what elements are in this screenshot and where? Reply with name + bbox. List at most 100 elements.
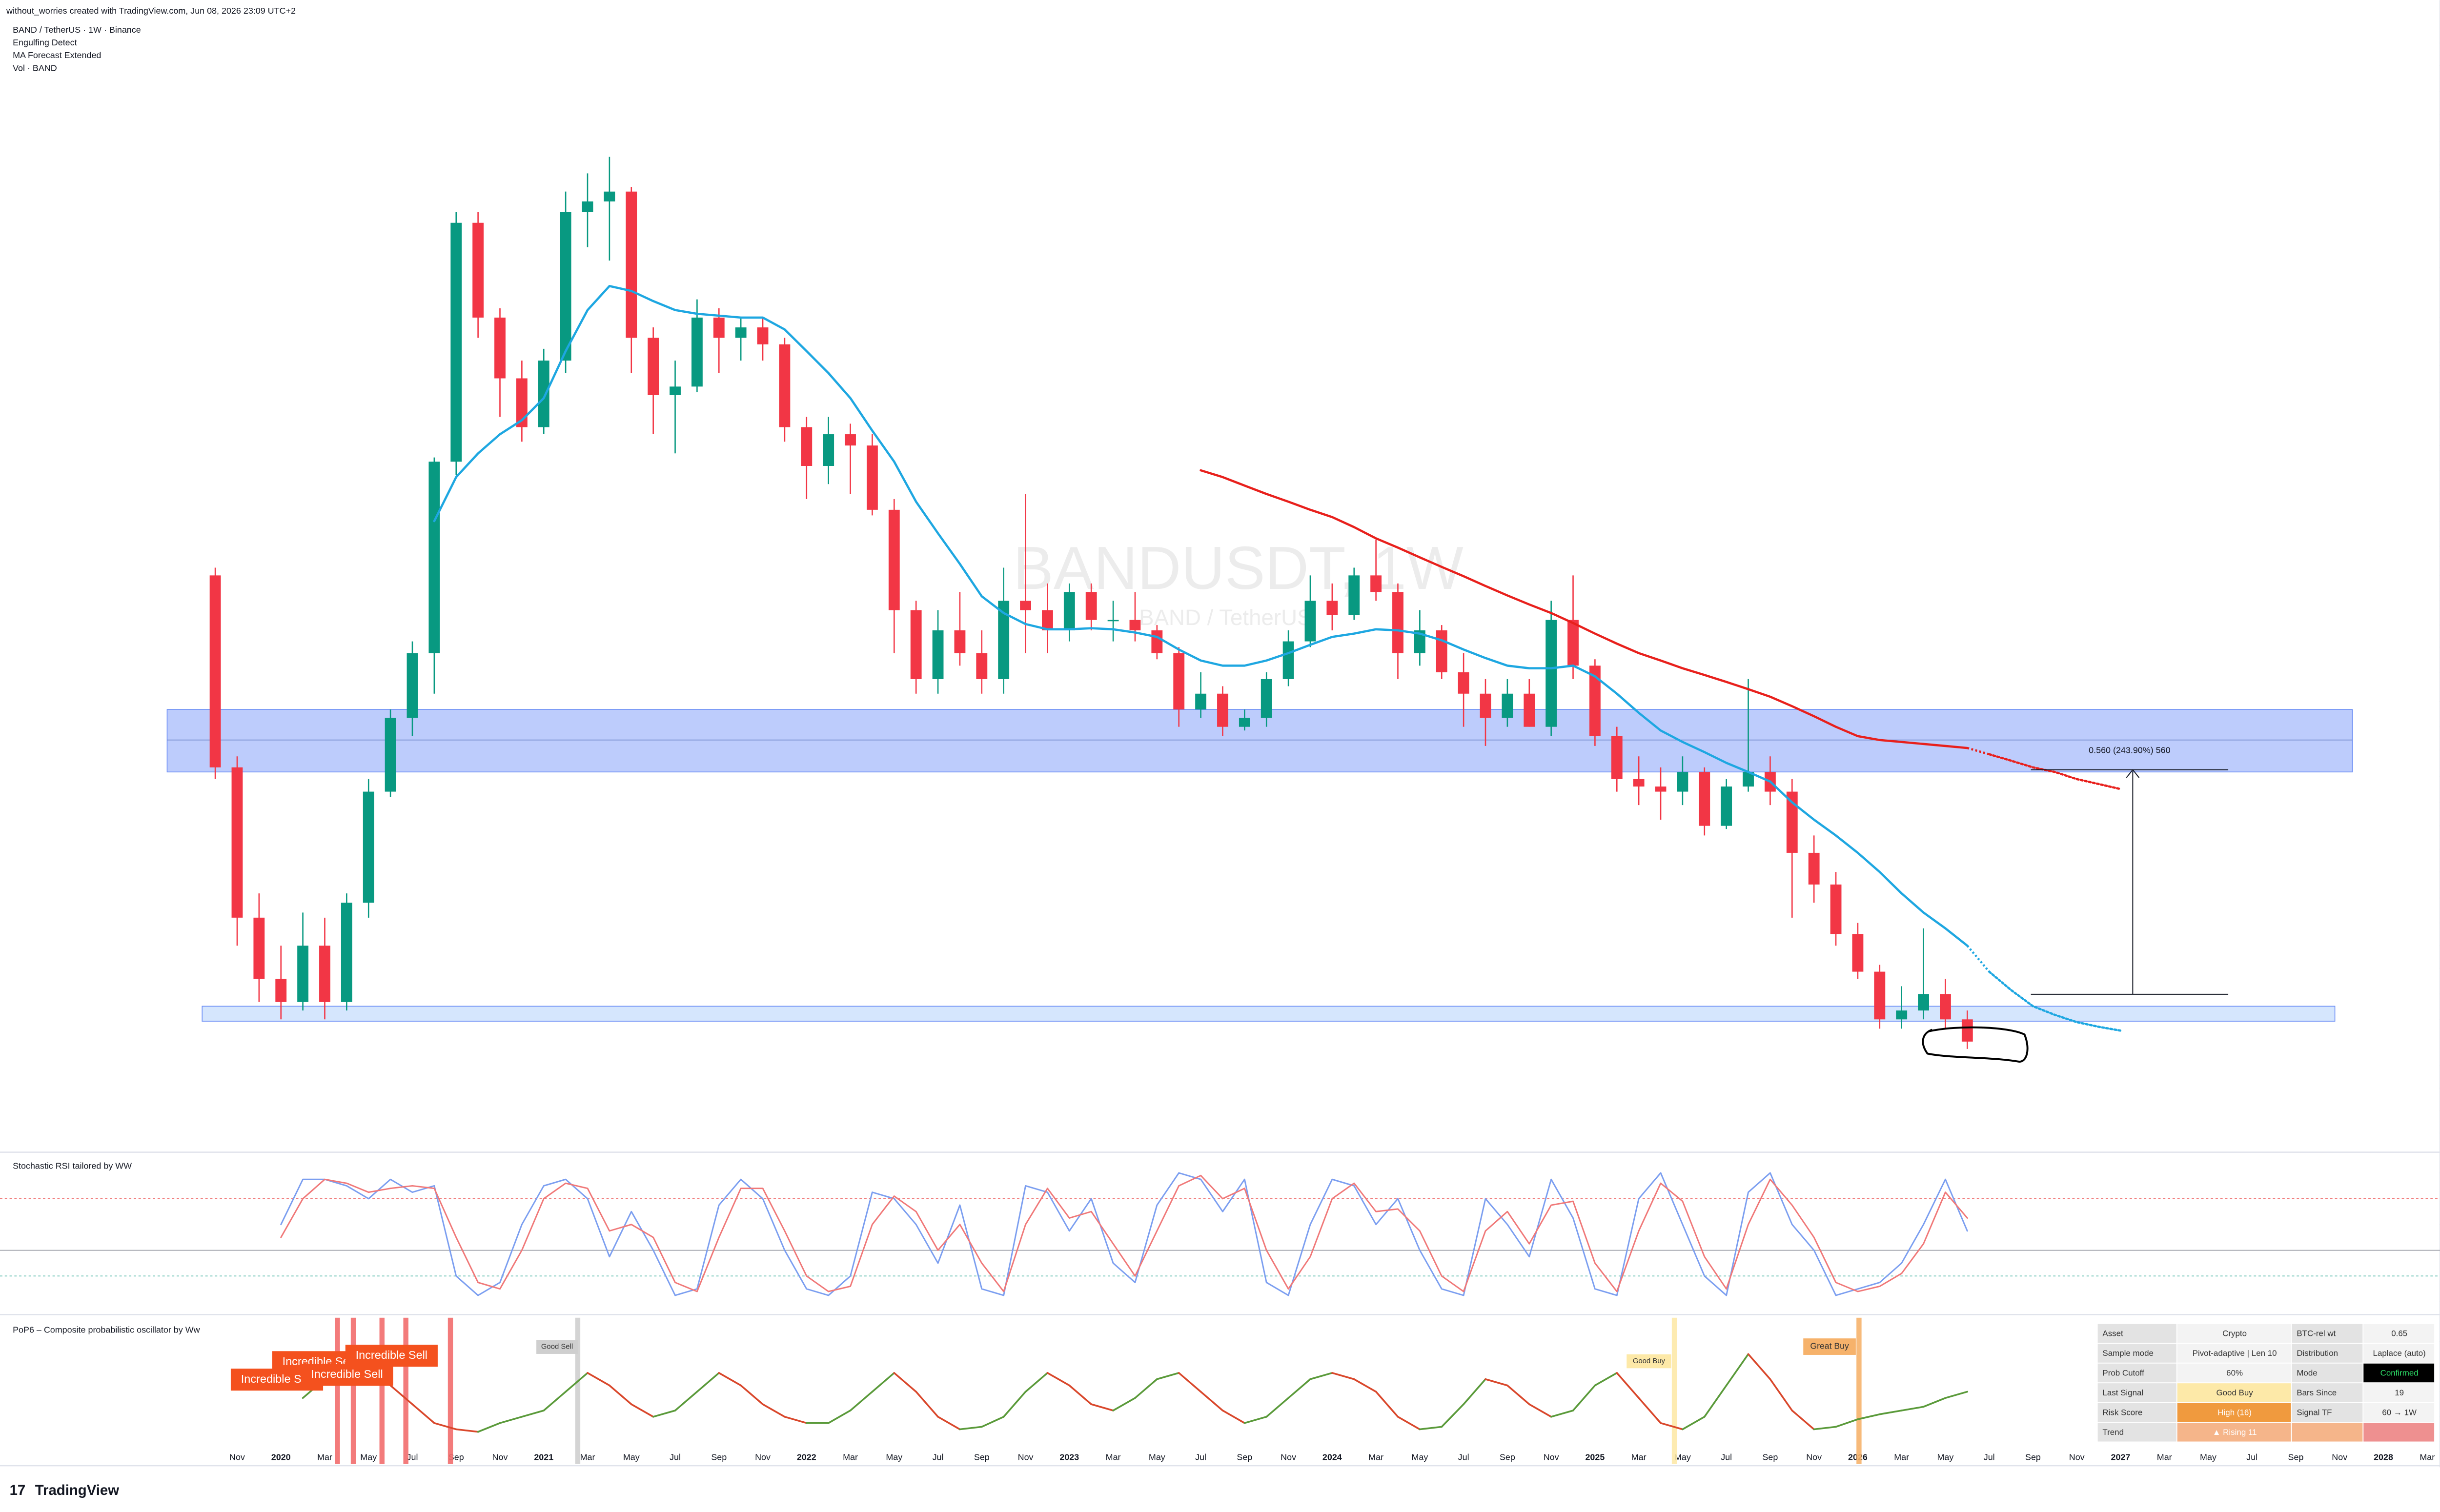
logo-text: TradingView [35, 1482, 119, 1498]
oscillator-segment [1506, 1384, 1530, 1405]
table-text: ▲ Rising 11 [2213, 1428, 2257, 1437]
symbol: BAND / TetherUS · 1W · Binance [13, 25, 141, 35]
arrow-head [2126, 769, 2140, 778]
x-tick-label: Sep [1237, 1452, 1252, 1462]
candle-body [428, 462, 440, 653]
x-tick-label: 2028 [2374, 1452, 2393, 1462]
x-tick-label: May [1411, 1452, 1428, 1462]
oscillator-segment [1068, 1384, 1092, 1405]
oscillator-segment [477, 1422, 501, 1433]
oscillator-segment [1397, 1416, 1421, 1431]
table-cell [2097, 1363, 2176, 1383]
candle-body [670, 386, 681, 395]
candle-body [1217, 693, 1228, 727]
zone [166, 709, 2353, 773]
indicator: Engulfing Detect [13, 38, 77, 47]
x-tick-label: Jul [1458, 1452, 1469, 1462]
x-tick-label: 2027 [2111, 1452, 2131, 1462]
candle-body [209, 575, 221, 767]
oscillator-segment [1156, 1372, 1180, 1380]
candle-body [823, 434, 834, 466]
table-cell [2292, 1403, 2363, 1422]
table-text: Laplace (auto) [2373, 1349, 2426, 1358]
candle-body [713, 317, 725, 338]
signal-label: Good Buy [1633, 1357, 1666, 1365]
candle-body [648, 338, 659, 395]
candle-body [1852, 934, 1864, 972]
x-tick-label: May [1937, 1452, 1954, 1462]
candle-body [1940, 994, 1951, 1020]
oscillator-segment [1221, 1410, 1246, 1424]
x-tick-label: Mar [2420, 1452, 2435, 1462]
candle-body [319, 946, 330, 1002]
x-tick-label: Nov [492, 1452, 508, 1462]
candle-body [1326, 601, 1338, 615]
x-tick-label: May [623, 1452, 640, 1462]
table-text: Confirmed [2380, 1368, 2419, 1377]
oscillator-segment [1353, 1378, 1377, 1393]
oscillator-segment [1134, 1378, 1158, 1399]
ma-forecast [1988, 970, 2122, 1032]
candle-body [1063, 592, 1075, 630]
candle-body [1392, 592, 1403, 653]
table-cell [2363, 1383, 2435, 1402]
oscillator-segment [411, 1403, 435, 1424]
oscillator-segment [1835, 1418, 1859, 1428]
oscillator-segment [1331, 1372, 1355, 1380]
signal-label: Great Buy [1810, 1341, 1849, 1351]
logo-mark: 17 [10, 1482, 26, 1498]
stoch-line [280, 1174, 1968, 1292]
candle-body [253, 917, 265, 979]
indicator: MA Forecast Extended [13, 50, 101, 60]
oscillator-segment [1528, 1403, 1552, 1418]
candle-body [1743, 772, 1754, 787]
oscillator-segment [1944, 1391, 1969, 1399]
x-tick-label: 2025 [1585, 1452, 1605, 1462]
table-text: Mode [2297, 1368, 2317, 1377]
candle-body [1370, 575, 1382, 592]
x-tick-label: Sep [711, 1452, 727, 1462]
table-text: Sample mode [2102, 1349, 2154, 1358]
oscillator-segment [827, 1410, 852, 1424]
candle-body [516, 378, 528, 427]
x-tick-label: May [2200, 1452, 2216, 1462]
candle-body [1151, 630, 1163, 653]
table-cell [2097, 1403, 2176, 1422]
candle-body [407, 653, 418, 718]
x-tick-label: Mar [1631, 1452, 1647, 1462]
candle-body [1545, 620, 1557, 727]
moving-average [433, 284, 1969, 947]
table-cell [2363, 1423, 2435, 1442]
table-cell [2292, 1423, 2363, 1442]
x-tick-label: Nov [2332, 1452, 2347, 1462]
oscillator-segment [521, 1410, 545, 1418]
oscillator-segment [1550, 1410, 1574, 1418]
candle-body [1282, 641, 1294, 679]
oscillator-segment [871, 1372, 895, 1393]
x-tick-label: May [360, 1452, 377, 1462]
table-cell [2177, 1363, 2291, 1383]
x-tick-label: Jul [407, 1452, 418, 1462]
signal-bar [350, 1317, 356, 1464]
candle-body [954, 630, 966, 653]
x-tick-label: 2020 [271, 1452, 291, 1462]
oscillator-segment [389, 1384, 413, 1405]
indicator: Vol · BAND [13, 63, 57, 73]
table-text: Risk Score [2102, 1408, 2142, 1417]
table-cell [2177, 1423, 2291, 1442]
candle-body [385, 718, 396, 792]
table-cell [2177, 1344, 2291, 1363]
x-tick-label: Nov [755, 1452, 771, 1462]
oscillator-segment [1090, 1403, 1114, 1411]
candle-body [867, 445, 878, 510]
candle-body [1239, 718, 1250, 727]
signal-label-box [345, 1345, 438, 1367]
oscillator-segment [1484, 1378, 1508, 1387]
oscillator-segment [1769, 1378, 1793, 1411]
oscillator-segment [1265, 1397, 1289, 1418]
oscillator-segment [1441, 1403, 1464, 1428]
candle-body [1677, 772, 1688, 792]
